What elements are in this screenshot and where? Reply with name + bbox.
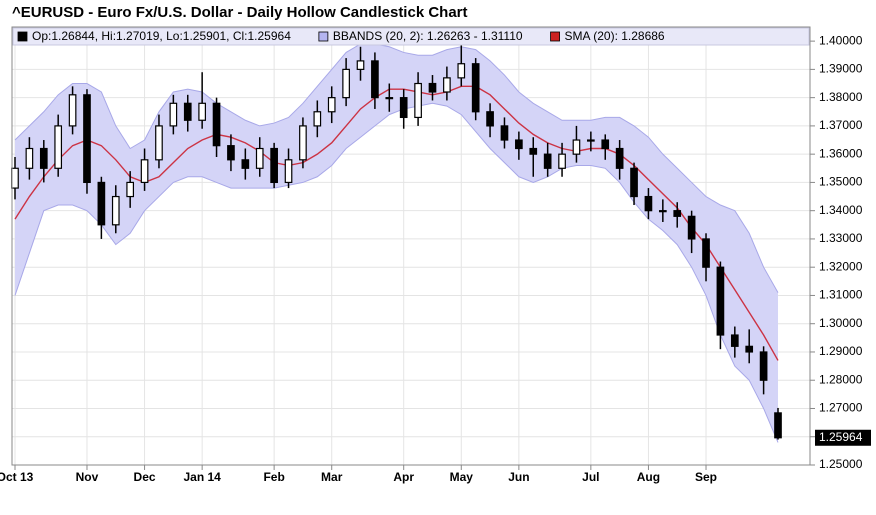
plot-frame <box>11 26 811 466</box>
legend-swatch <box>318 31 329 42</box>
x-tick-label: Aug <box>637 470 660 484</box>
y-tick-label: 1.37000 <box>819 118 863 132</box>
x-tick-label: Oct 13 <box>0 470 34 484</box>
candle-body <box>572 139 581 155</box>
legend-swatch <box>550 31 560 42</box>
candle-body <box>227 145 235 161</box>
candle-body <box>183 102 192 121</box>
candle-body <box>313 111 322 127</box>
candle-body <box>730 334 739 347</box>
candle-body <box>443 77 451 93</box>
candle-body <box>543 153 552 169</box>
candle-body <box>39 147 48 169</box>
x-tick-label: Jun <box>508 470 529 484</box>
x-tick-label: May <box>450 470 474 484</box>
candle-body <box>630 167 638 198</box>
candle-body <box>615 147 624 169</box>
y-tick-label: 1.32000 <box>819 259 863 273</box>
last-price-box <box>815 429 871 446</box>
x-tick-label: Jul <box>582 470 599 484</box>
candle-body <box>284 159 293 184</box>
candle-body <box>255 147 264 169</box>
candle-body <box>399 97 408 119</box>
x-tick-label: Feb <box>263 470 284 484</box>
candle-body <box>558 153 566 169</box>
candle-body <box>25 147 34 169</box>
candle-body <box>68 94 77 127</box>
candle-body <box>658 210 667 213</box>
candle-body <box>299 125 307 161</box>
y-tick-label: 1.36000 <box>819 146 863 160</box>
legend-swatch <box>17 31 28 42</box>
candle-body <box>673 210 682 217</box>
candle-body <box>342 68 350 99</box>
last-price-label: 1.25964 <box>819 430 863 444</box>
candle-body <box>111 195 120 226</box>
candle-body <box>11 167 19 189</box>
candle-body <box>155 125 163 161</box>
x-tick-label: Nov <box>76 470 99 484</box>
candle-body <box>644 195 653 212</box>
candle-body <box>702 238 710 268</box>
candle-body <box>471 63 480 113</box>
candle-body <box>759 351 768 381</box>
y-tick-label: 1.31000 <box>819 288 863 302</box>
x-tick-label: Mar <box>321 470 343 484</box>
x-tick-label: Apr <box>393 470 414 484</box>
bband-upper <box>14 43 779 293</box>
candle-body <box>486 111 494 127</box>
candle-body <box>385 97 394 100</box>
bband-area <box>15 43 778 443</box>
candle-body <box>212 102 221 147</box>
y-tick-label: 1.39000 <box>819 62 863 76</box>
legend-label: SMA (20): 1.28686 <box>565 29 665 43</box>
x-tick-label: Sep <box>695 470 717 484</box>
candle-body <box>83 94 91 184</box>
candle-body <box>587 139 595 142</box>
y-tick-label: 1.38000 <box>819 90 863 104</box>
candle-body <box>327 97 336 113</box>
candle-body <box>774 412 782 439</box>
candle-body <box>54 125 63 169</box>
y-tick-label: 1.25000 <box>819 457 863 471</box>
x-tick-label: Jan 14 <box>183 470 221 484</box>
candle-body <box>601 139 610 150</box>
candle-body <box>745 345 754 353</box>
candle-body <box>414 82 422 119</box>
y-tick-label: 1.29000 <box>819 344 863 358</box>
y-tick-label: 1.27000 <box>819 401 863 415</box>
candle-body <box>371 60 379 99</box>
candle-body <box>428 82 437 93</box>
chart-title: ^EURUSD - Euro Fx/U.S. Dollar - Daily Ho… <box>12 4 468 21</box>
candle-body <box>529 147 538 155</box>
candle-body <box>356 60 365 70</box>
bband-lower <box>14 102 779 443</box>
candle-body <box>500 125 509 141</box>
y-tick-label: 1.34000 <box>819 203 863 217</box>
candle-body <box>241 159 250 169</box>
legend-label: BBANDS (20, 2): 1.26263 - 1.31110 <box>333 29 523 43</box>
y-tick-label: 1.33000 <box>819 231 863 245</box>
candle-body <box>716 266 725 336</box>
candle-body <box>270 147 278 184</box>
candle-body <box>140 159 149 184</box>
candle-body <box>126 181 135 198</box>
candle-body <box>515 139 523 150</box>
candle-body <box>97 181 106 226</box>
plot-area <box>11 27 810 466</box>
legend-label: Op:1.26844, Hi:1.27019, Lo:1.25901, Cl:1… <box>32 29 291 43</box>
candle-body <box>169 102 178 127</box>
candle-body <box>687 215 696 240</box>
candle-body <box>198 102 206 121</box>
y-tick-label: 1.40000 <box>819 33 863 47</box>
candle-body <box>457 63 466 79</box>
y-tick-label: 1.35000 <box>819 175 863 189</box>
y-tick-label: 1.28000 <box>819 372 863 386</box>
y-tick-label: 1.30000 <box>819 316 863 330</box>
x-tick-label: Dec <box>134 470 156 484</box>
legend-bar <box>12 27 810 46</box>
